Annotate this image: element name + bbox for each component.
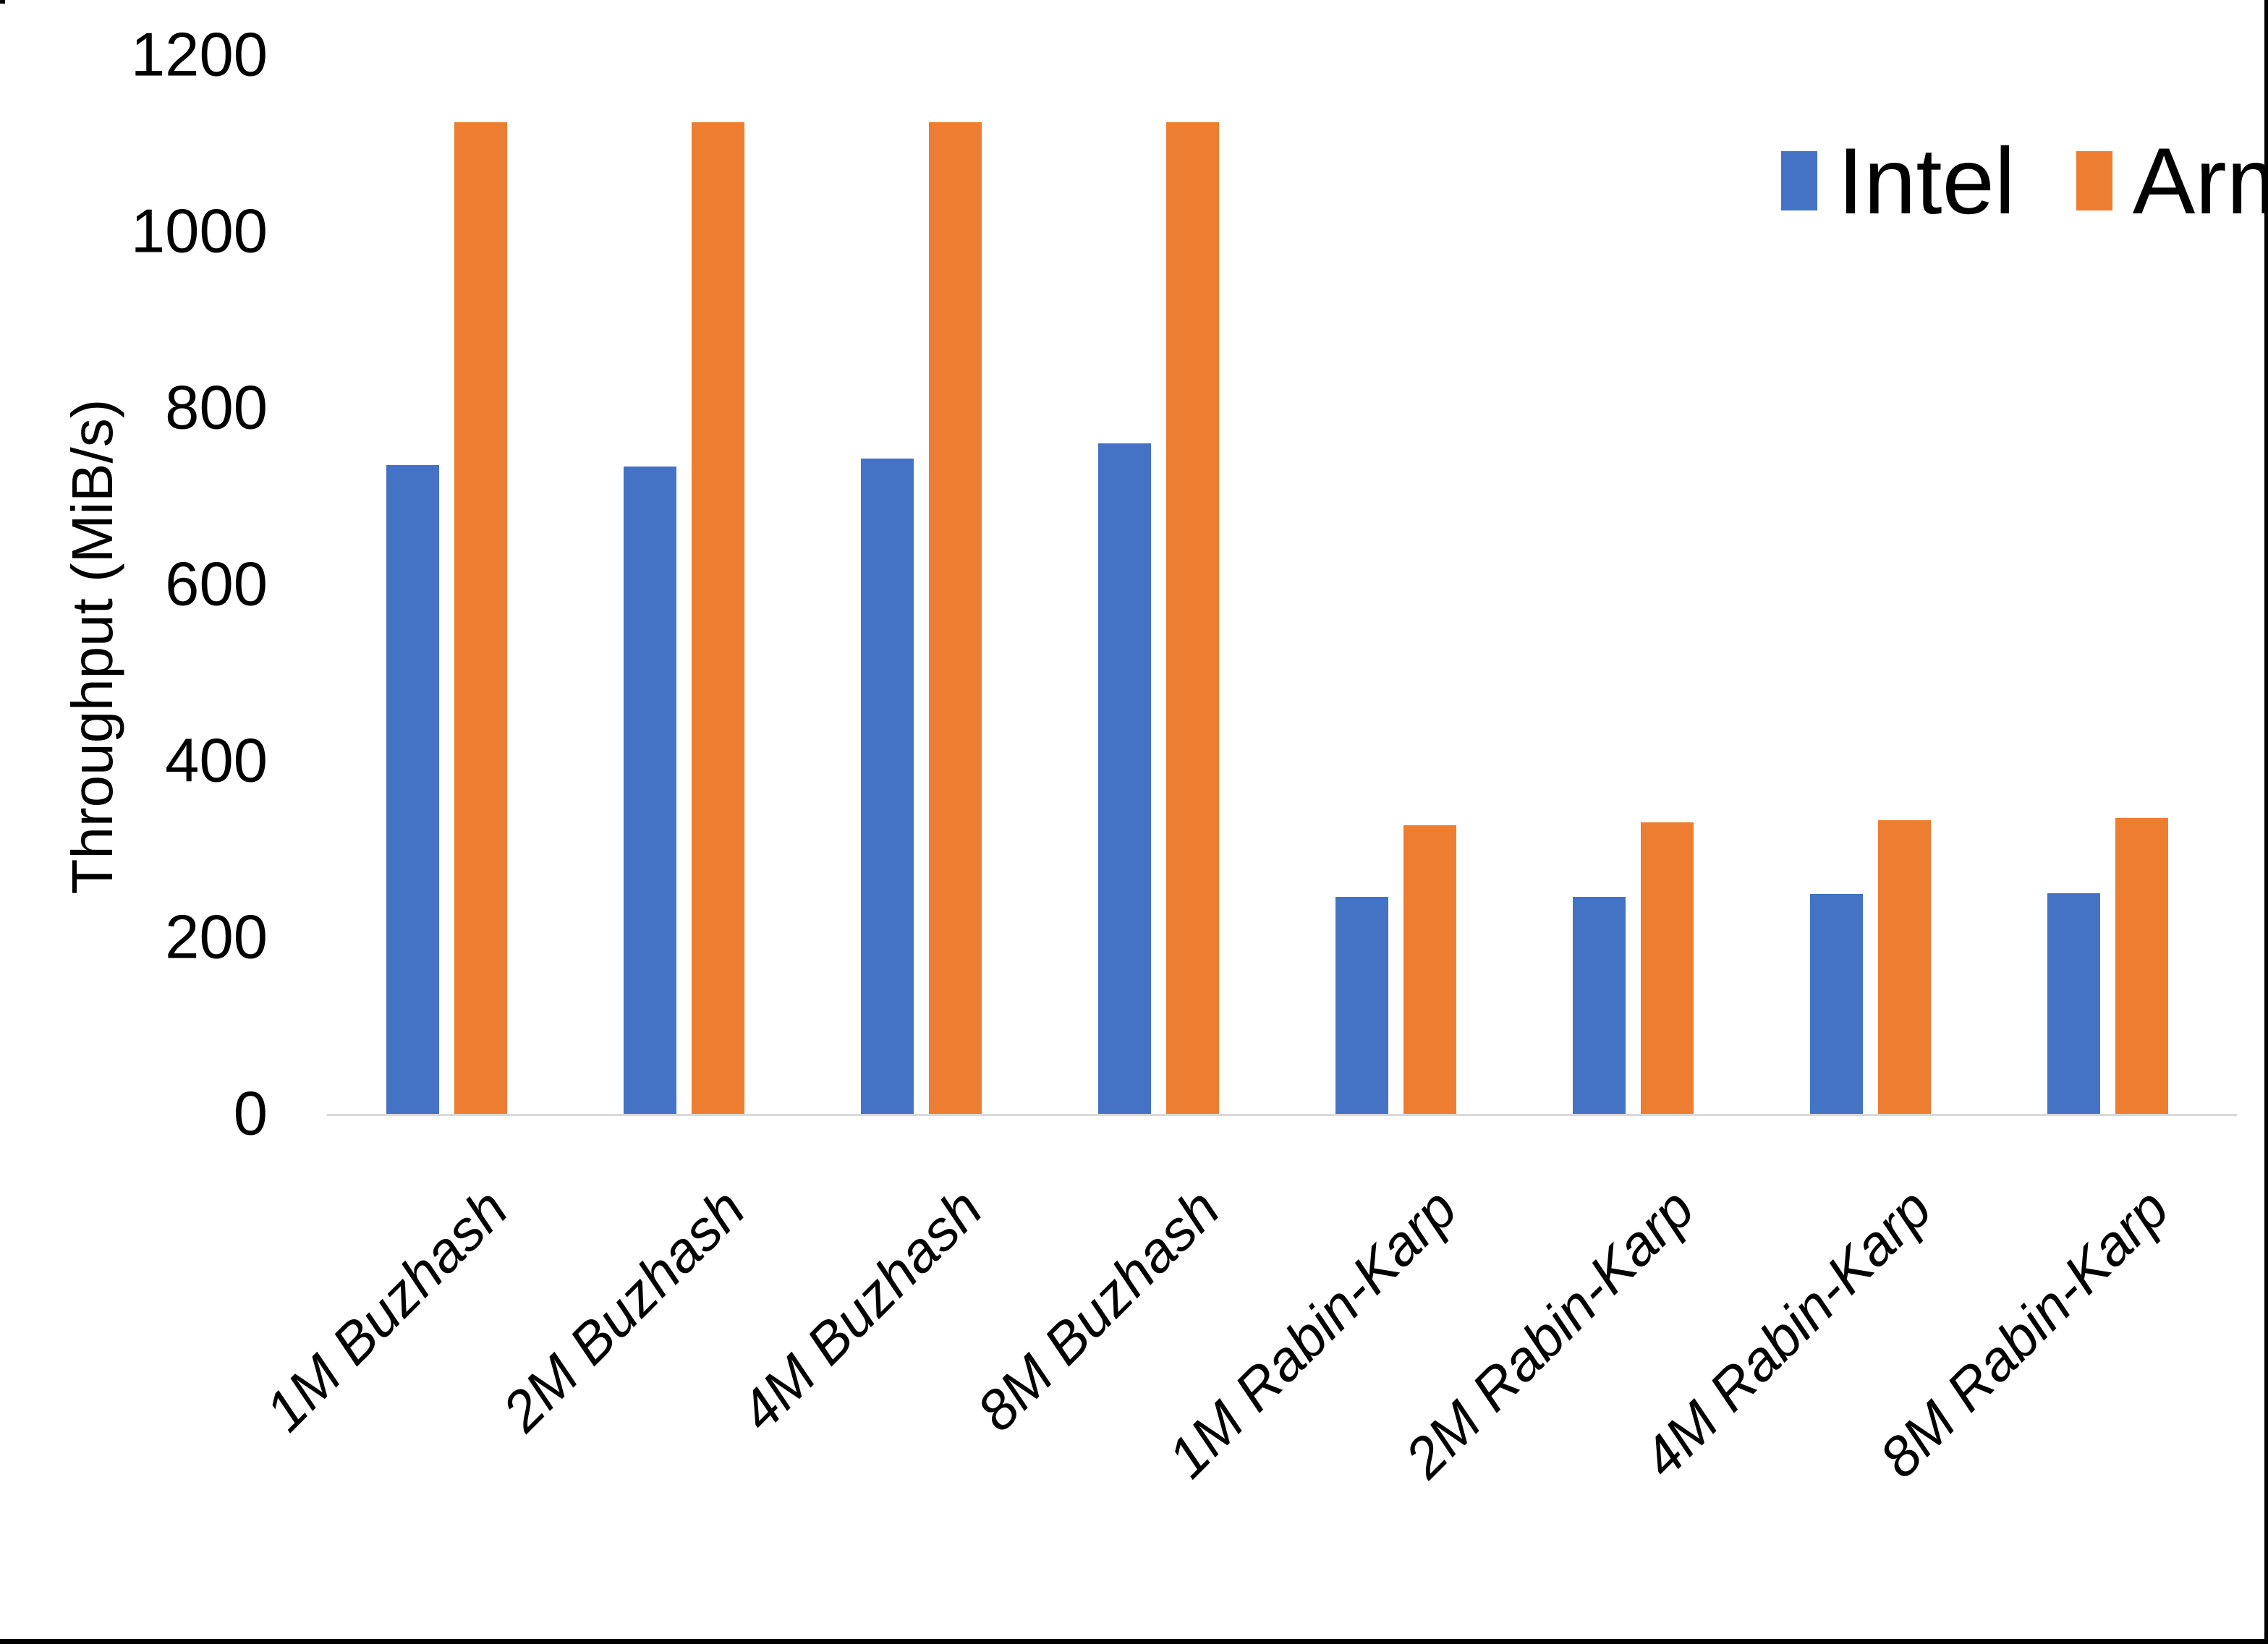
- y-tick-label: 600: [165, 550, 268, 619]
- frame-right-bar: [2264, 0, 2268, 1644]
- intel-bar: [386, 465, 439, 1114]
- arm-bar: [1641, 822, 1694, 1114]
- y-tick-label: 400: [165, 726, 268, 796]
- x-category-label: 2M Buzhash: [490, 1176, 757, 1444]
- legend-swatch-icon: [2076, 151, 2112, 210]
- frame-topleft-mark: [0, 0, 5, 4]
- arm-bar: [692, 122, 744, 1114]
- legend-label: Arm: [2132, 128, 2268, 234]
- legend-label: Intel: [1838, 128, 2016, 234]
- y-tick-label: 1200: [130, 20, 268, 90]
- x-axis-line: [327, 1114, 2237, 1116]
- intel-bar: [1098, 443, 1151, 1114]
- y-tick-label: 0: [233, 1079, 268, 1149]
- arm-bar: [929, 122, 982, 1114]
- legend-item-arm: Arm: [2076, 134, 2268, 228]
- intel-bar: [1573, 896, 1626, 1114]
- plot-area: [327, 55, 2237, 1114]
- y-axis-title: Throughput (MiB/s): [60, 399, 124, 895]
- legend: Intel Arm: [1781, 134, 2268, 228]
- arm-bar: [1878, 819, 1931, 1114]
- y-tick-label: 200: [165, 903, 268, 972]
- arm-bar: [1403, 825, 1456, 1114]
- x-category-label: 1M Buzhash: [252, 1176, 520, 1444]
- legend-swatch-icon: [1781, 151, 1817, 210]
- arm-bar: [454, 122, 507, 1114]
- arm-bar: [2115, 818, 2168, 1114]
- arm-bar: [1166, 122, 1219, 1114]
- intel-bar: [624, 466, 676, 1114]
- legend-item-intel: Intel: [1781, 134, 2016, 228]
- intel-bar: [861, 458, 914, 1114]
- x-category-label: 4M Buzhash: [727, 1176, 995, 1444]
- x-category-label: 8M Buzhash: [964, 1176, 1232, 1444]
- intel-bar: [1335, 896, 1388, 1114]
- intel-bar: [1810, 894, 1863, 1114]
- y-tick-label: 800: [165, 373, 268, 443]
- intel-bar: [2047, 893, 2100, 1114]
- frame-bottom-bar: [0, 1639, 2268, 1644]
- y-tick-label: 1000: [130, 197, 268, 266]
